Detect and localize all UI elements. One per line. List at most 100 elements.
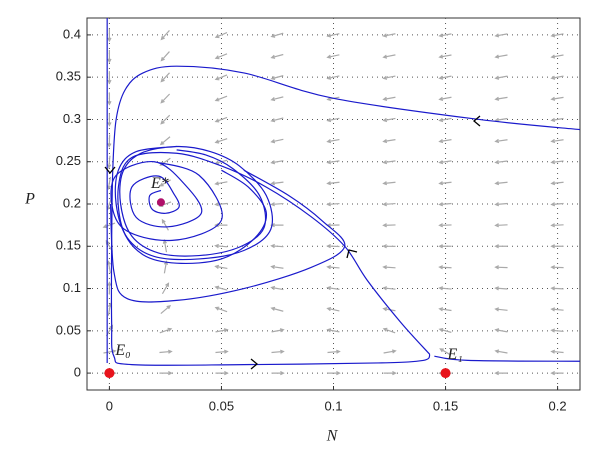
field-arrow	[270, 160, 284, 165]
vector-field	[102, 28, 564, 376]
field-arrow	[383, 370, 397, 376]
direction-arrow	[250, 358, 259, 370]
y-tick-label: 0	[74, 365, 81, 380]
field-arrow	[438, 307, 452, 312]
field-arrow	[270, 264, 284, 270]
field-arrow	[215, 370, 229, 376]
direction-arrows	[104, 115, 481, 370]
field-arrow	[214, 32, 228, 39]
field-arrow	[160, 114, 171, 125]
field-arrow	[382, 75, 396, 80]
field-arrow	[438, 202, 452, 207]
field-arrow	[271, 328, 285, 333]
field-arrow	[107, 155, 112, 170]
field-arrow	[160, 93, 171, 104]
field-arrow	[438, 117, 452, 123]
field-arrow	[160, 51, 170, 62]
x-tick-label: 0.15	[433, 398, 458, 413]
y-tick-label: 0.2	[63, 195, 81, 210]
field-arrow	[214, 264, 228, 270]
field-arrow	[550, 244, 564, 249]
field-arrow	[494, 307, 508, 312]
field-arrow	[494, 96, 508, 101]
field-arrow	[382, 202, 396, 207]
field-arrow	[550, 328, 564, 333]
field-arrow	[438, 286, 452, 291]
field-arrow	[214, 181, 228, 186]
field-arrow	[439, 348, 452, 356]
trajectory	[110, 161, 223, 242]
field-arrow	[271, 370, 285, 376]
field-arrow	[550, 75, 564, 80]
field-arrow	[494, 286, 508, 291]
field-arrow	[270, 75, 284, 81]
field-arrow	[438, 244, 452, 249]
field-arrow	[159, 136, 171, 146]
field-arrow	[382, 327, 396, 334]
field-arrow	[550, 117, 564, 123]
field-arrow	[550, 138, 564, 144]
field-arrow	[382, 96, 396, 101]
field-arrow	[271, 349, 285, 354]
field-arrow	[326, 265, 340, 270]
field-arrow	[215, 349, 229, 354]
field-arrow	[159, 327, 173, 334]
field-arrow	[494, 349, 508, 354]
field-arrow	[382, 265, 396, 270]
field-arrow	[382, 33, 396, 38]
field-arrow	[550, 202, 564, 207]
y-tick-label: 0.1	[63, 280, 81, 295]
point-label: E*	[150, 175, 169, 192]
field-arrow	[550, 223, 564, 228]
x-axis-label: N	[326, 428, 339, 445]
field-arrow	[550, 33, 564, 38]
field-arrow	[159, 370, 173, 376]
field-arrow	[494, 223, 508, 228]
field-arrow	[270, 202, 284, 207]
field-arrow	[382, 160, 396, 165]
field-arrow	[382, 223, 396, 228]
field-arrow	[438, 33, 452, 38]
field-arrow	[270, 117, 284, 123]
field-arrow	[438, 75, 452, 80]
field-arrow	[326, 33, 340, 38]
field-arrow	[270, 181, 284, 186]
field-arrow	[107, 92, 112, 106]
field-arrow	[550, 54, 564, 59]
field-arrow	[214, 243, 228, 249]
field-arrow	[326, 54, 340, 59]
field-arrow	[326, 138, 340, 144]
field-arrow	[494, 370, 508, 376]
field-arrow	[214, 306, 228, 313]
field-arrow	[494, 181, 508, 186]
x-tick-label: 0	[106, 398, 113, 413]
field-arrow	[159, 179, 171, 187]
field-arrow	[214, 74, 228, 81]
field-arrow	[160, 304, 172, 314]
field-arrow	[214, 53, 228, 60]
field-arrow	[326, 202, 340, 207]
field-arrow	[382, 54, 396, 59]
field-arrow	[494, 33, 508, 38]
field-arrow	[326, 75, 340, 80]
equilibria: E₀ E₁ E*	[104, 175, 463, 379]
field-arrow	[550, 160, 564, 165]
y-tick-label: 0.15	[56, 238, 81, 253]
field-arrow	[494, 265, 508, 270]
field-arrow	[270, 53, 284, 59]
field-arrow	[270, 306, 284, 312]
field-arrow	[550, 181, 564, 186]
field-arrow	[494, 160, 508, 165]
field-arrow	[438, 223, 452, 228]
field-arrow	[107, 134, 112, 148]
field-arrow	[163, 260, 169, 274]
field-arrow	[438, 265, 452, 270]
y-tick-label: 0.05	[56, 322, 81, 337]
field-arrow	[383, 349, 397, 354]
field-arrow	[494, 244, 508, 249]
field-arrow	[327, 349, 341, 354]
field-arrow	[550, 96, 564, 101]
field-arrow	[494, 328, 508, 333]
field-arrow	[214, 202, 228, 207]
